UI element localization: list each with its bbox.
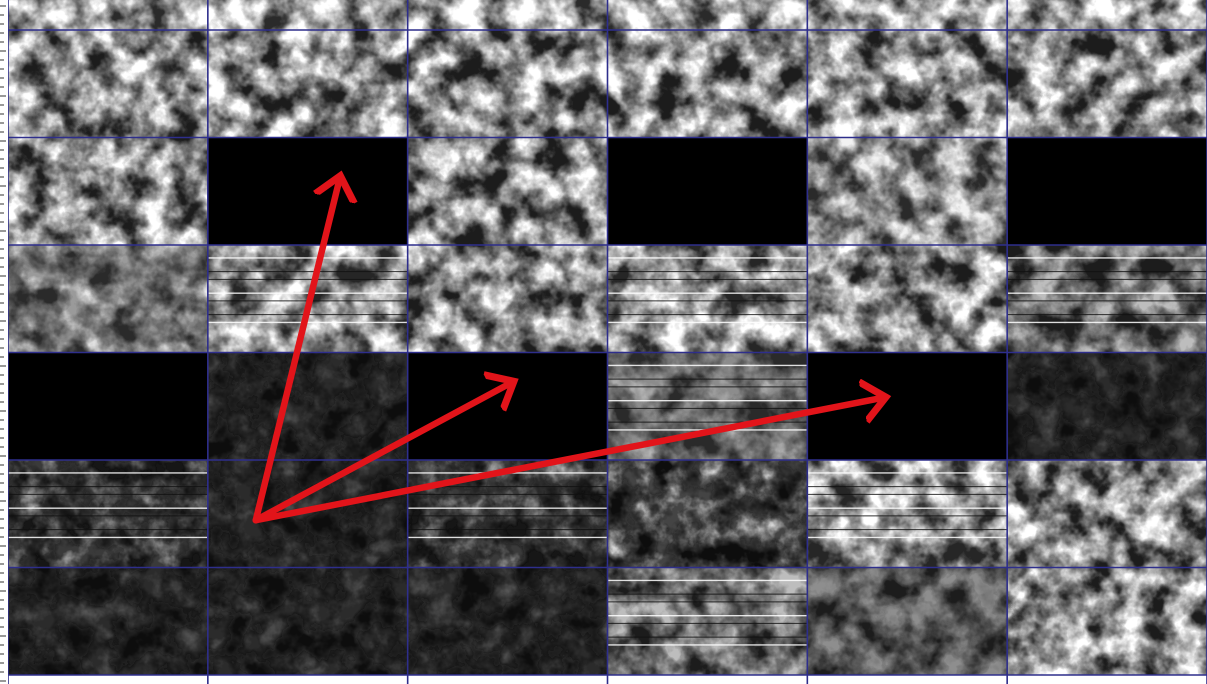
tile-r4-c2 xyxy=(407,460,608,568)
tile-r4-c0 xyxy=(8,460,208,568)
tile-r2-c4 xyxy=(807,245,1008,353)
tile-r1-c5 xyxy=(1007,137,1207,245)
tile-r2-c3 xyxy=(607,245,808,353)
tile-r2-c5 xyxy=(1007,245,1207,353)
tile-r0-c4 xyxy=(807,30,1008,138)
grid-lines xyxy=(7,0,1207,684)
tile-r2-c0 xyxy=(8,245,208,353)
tiles-layer xyxy=(8,0,1207,675)
red-arrow-1 xyxy=(252,178,340,524)
tile-r5-c3 xyxy=(607,567,808,675)
tile-r4-c4 xyxy=(807,460,1008,568)
tile-r1-c3 xyxy=(607,137,808,245)
tile-r1-c0 xyxy=(8,137,208,245)
tile-r5-c2 xyxy=(407,567,608,675)
tile-r0-c3 xyxy=(607,30,808,138)
tile-r0-c0 xyxy=(8,30,208,138)
tile-r1-c4 xyxy=(807,137,1008,245)
tile-r5-c1 xyxy=(207,567,408,675)
tile-r5-c5 xyxy=(1007,567,1207,675)
tile-r1-c1 xyxy=(207,137,408,245)
tile-r3-c2 xyxy=(407,352,608,460)
tile-r0-c1 xyxy=(207,30,408,138)
red-arrow-2 xyxy=(252,383,512,524)
tile-r4-c5 xyxy=(1007,460,1207,568)
tile-r3-c1 xyxy=(207,352,408,460)
tile-r0-c5 xyxy=(1007,30,1207,138)
tile-r3-c0 xyxy=(8,352,208,460)
tile-r0-c2 xyxy=(407,30,608,138)
tile-r5-c0 xyxy=(8,567,208,675)
left-ruler xyxy=(0,0,8,684)
tile-r4-c3 xyxy=(607,460,808,568)
tile-r3-c5 xyxy=(1007,352,1207,460)
tile-r4-c1 xyxy=(207,460,408,568)
arrows-layer xyxy=(252,178,883,524)
red-arrow-3 xyxy=(252,398,883,524)
tile-r1-c2 xyxy=(407,137,608,245)
tile-r5-c4 xyxy=(807,567,1008,675)
tile-r2-c2 xyxy=(407,245,608,353)
